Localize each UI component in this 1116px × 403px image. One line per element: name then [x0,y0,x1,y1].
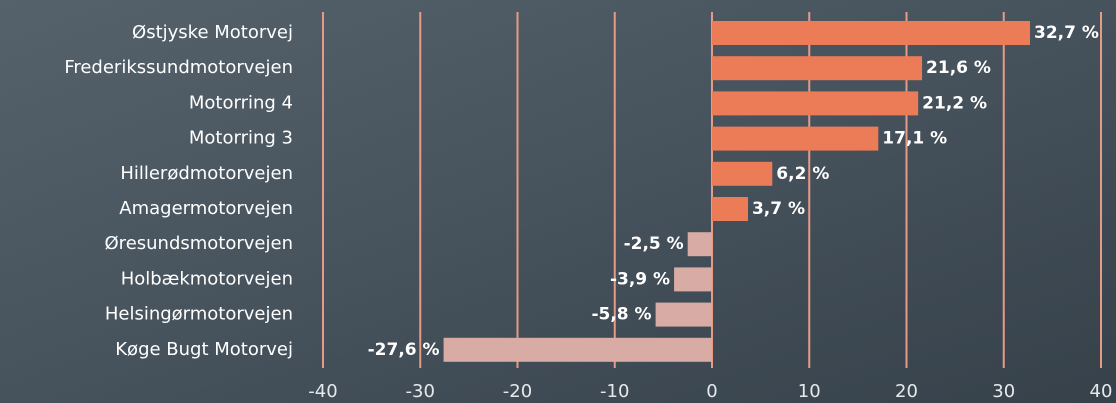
bar [655,302,712,327]
x-tick-label: 10 [798,381,821,402]
value-label: -27,6 % [368,340,440,360]
value-label: -5,8 % [591,305,651,325]
x-tick-label: -30 [406,381,435,402]
category-label: Amagermotorvejen [119,198,293,219]
bar [712,161,773,186]
category-label: Øresundsmotorvejen [105,233,293,254]
bar [712,21,1031,45]
value-label: 21,6 % [926,58,991,78]
bar [712,56,923,81]
value-label: -3,9 % [610,269,670,289]
x-tick-label: -10 [600,381,629,402]
category-label: Frederikssundmotorvejen [64,57,293,78]
value-label: 32,7 % [1034,23,1099,43]
value-label: 21,2 % [922,93,987,113]
category-label: Motorring 3 [189,128,293,149]
category-label: Hillerødmotorvejen [120,163,293,184]
value-label: 6,2 % [776,164,829,184]
category-label: Østjyske Motorvej [132,22,293,43]
category-label: Helsingørmotorvejen [105,304,293,325]
category-label: Motorring 4 [189,92,293,113]
value-label: 17,1 % [882,129,947,149]
x-tick-label: 0 [706,381,717,402]
x-tick-label: 20 [895,381,918,402]
category-label: Holbækmotorvejen [121,268,293,289]
bar [674,267,712,292]
x-tick-label: -20 [503,381,532,402]
x-tick-label: 30 [992,381,1015,402]
bar [712,197,748,221]
bar [687,232,712,257]
x-tick-label: -40 [308,381,337,402]
bar [712,126,879,151]
x-tick-label: 40 [1090,381,1113,402]
bar [443,337,712,362]
value-label: 3,7 % [752,199,805,219]
value-label: -2,5 % [624,234,684,254]
bar [712,91,919,116]
category-label: Køge Bugt Motorvej [115,339,293,360]
